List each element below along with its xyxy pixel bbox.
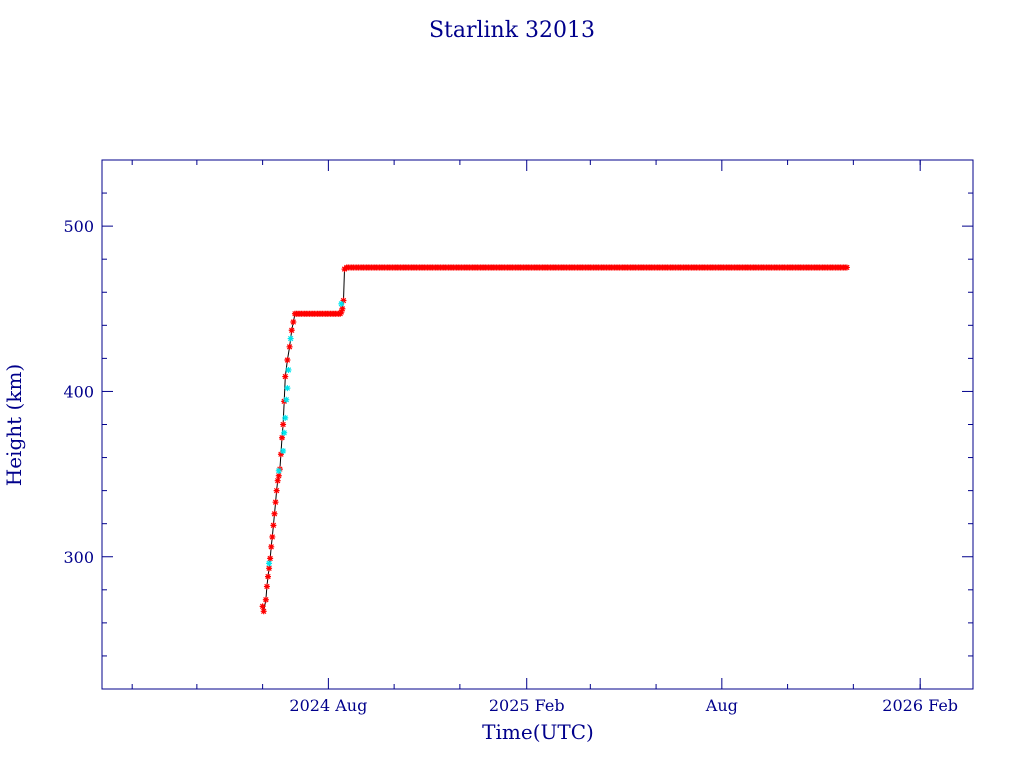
data-point bbox=[339, 305, 346, 312]
x-tick-label: Aug bbox=[705, 696, 738, 715]
y-axis-label: Height (km) bbox=[2, 364, 26, 486]
data-point bbox=[279, 434, 286, 441]
x-tick-label: 2025 Feb bbox=[489, 696, 565, 715]
axis-ticks bbox=[102, 159, 973, 690]
data-point bbox=[272, 499, 279, 506]
data-point bbox=[268, 543, 275, 550]
data-point bbox=[267, 555, 274, 562]
data-point bbox=[271, 510, 278, 517]
x-tick-label: 2026 Feb bbox=[882, 696, 958, 715]
data-point-alt bbox=[275, 467, 282, 474]
data-point bbox=[259, 603, 266, 610]
data-point bbox=[843, 264, 850, 271]
series-line bbox=[262, 267, 847, 612]
data-point bbox=[290, 319, 297, 326]
data-series bbox=[259, 264, 850, 615]
data-point-alt bbox=[338, 300, 345, 307]
data-point bbox=[340, 297, 347, 304]
data-point bbox=[260, 608, 267, 615]
data-point bbox=[265, 573, 272, 580]
data-point-alt bbox=[283, 396, 290, 403]
data-point-alt bbox=[284, 385, 291, 392]
x-tick-label: 2024 Aug bbox=[289, 696, 367, 715]
data-point-alt bbox=[281, 429, 288, 436]
data-point bbox=[263, 583, 270, 590]
data-point bbox=[273, 487, 280, 494]
y-tick-label: 500 bbox=[63, 217, 94, 236]
data-point-alt bbox=[280, 447, 287, 454]
data-point bbox=[266, 565, 273, 572]
data-point bbox=[280, 421, 287, 428]
data-point bbox=[274, 477, 281, 484]
data-point bbox=[282, 373, 289, 380]
data-point bbox=[270, 522, 277, 529]
y-tick-label: 300 bbox=[63, 548, 94, 567]
data-point bbox=[275, 472, 282, 479]
x-axis-label: Time(UTC) bbox=[482, 720, 594, 744]
data-point-alt bbox=[266, 560, 273, 567]
plot-frame bbox=[101, 159, 974, 690]
axis-tick-labels: 2024 Aug 2025 Feb Aug 2026 Feb 300 400 500 bbox=[63, 217, 958, 715]
data-point bbox=[284, 357, 291, 364]
chart-title: Starlink 32013 bbox=[429, 18, 595, 43]
data-point-alt bbox=[282, 414, 289, 421]
y-tick-label: 400 bbox=[63, 382, 94, 401]
data-point bbox=[269, 533, 276, 540]
data-point bbox=[262, 596, 269, 603]
data-point bbox=[277, 451, 284, 458]
data-point-alt bbox=[287, 335, 294, 342]
data-point bbox=[338, 309, 345, 316]
data-point-alt bbox=[285, 366, 292, 373]
data-point bbox=[288, 327, 295, 334]
data-point bbox=[286, 343, 293, 350]
